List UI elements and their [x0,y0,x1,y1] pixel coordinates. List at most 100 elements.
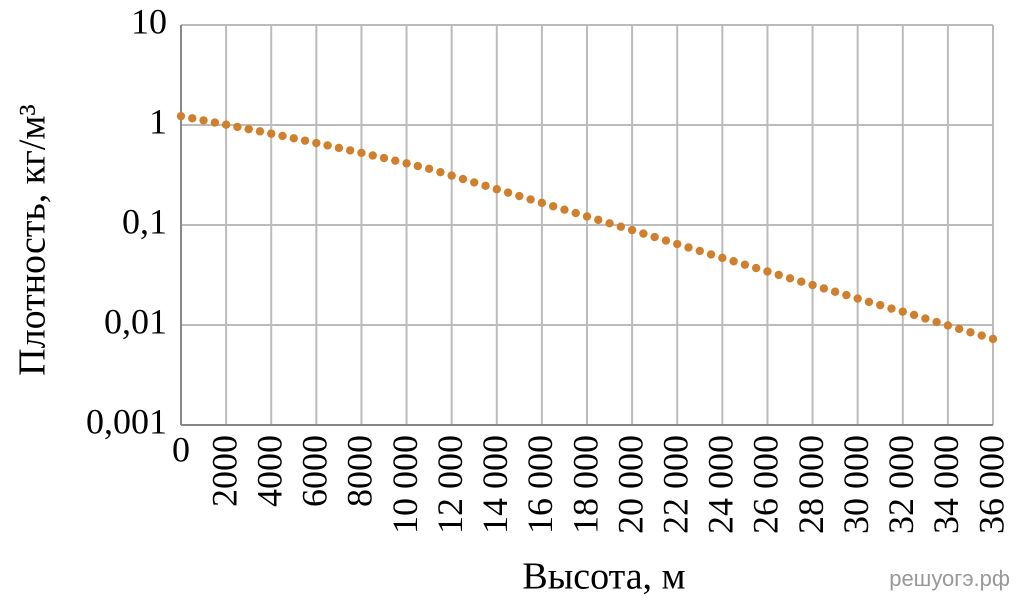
data-point [503,188,513,197]
x-tick-label: 32 000 [881,435,921,534]
x-tick-label: 10 000 [385,435,425,534]
data-point [582,212,592,221]
data-point [368,151,377,160]
data-point [909,310,919,320]
data-point [921,314,930,323]
data-point [639,229,648,238]
data-point [210,118,220,127]
data-point [233,122,242,132]
x-tick-label: 24 000 [701,435,741,534]
data-point [684,243,693,252]
data-point [188,114,197,123]
data-point [458,174,468,184]
data-point [988,334,998,344]
data-point [571,208,580,218]
data-point [334,143,344,153]
data-point [695,246,704,256]
data-point [819,284,829,293]
x-tick-label: 16 000 [520,435,560,534]
data-point [661,236,671,245]
data-point [379,153,389,163]
y-tick-label: 1 [149,101,167,141]
x-tick-label: 6000 [295,435,335,507]
data-point [515,191,524,201]
data-point [424,164,434,173]
data-point [402,159,411,168]
data-point [966,328,975,337]
data-point [323,141,332,150]
data-point [481,181,490,191]
data-point [650,232,659,242]
x-tick-label: 26 000 [746,435,786,534]
data-point [560,205,569,214]
x-tick-label: 4000 [249,435,289,507]
data-point [176,111,186,121]
data-point [244,124,253,134]
x-tick-label: 14 000 [475,435,515,534]
y-tick-label: 0,01 [104,301,167,341]
x-tick-label: 34 000 [926,435,966,534]
data-point [278,131,287,141]
x-tick-label: 28 000 [791,435,831,534]
data-point [864,297,874,307]
x-tick-label: 0 [172,429,190,469]
data-point [673,239,682,249]
data-point [470,178,479,187]
data-point [537,198,547,208]
data-point [627,225,637,235]
data-point [887,304,896,313]
data-point [751,263,761,273]
data-point [312,138,321,148]
data-point [740,260,750,269]
data-point [842,290,851,300]
data-point [785,274,795,283]
data-point [853,294,862,303]
watermark: решуогэ.рф [889,566,1010,591]
data-point [255,127,265,136]
data-point [300,136,310,145]
data-point [616,222,626,231]
x-tick-label: 12 000 [430,435,470,534]
x-tick-label: 2000 [204,435,244,507]
data-point [706,250,716,259]
x-tick-label: 18 000 [565,435,605,534]
x-tick-label: 8000 [340,435,380,507]
data-point [876,300,885,310]
data-point [718,253,727,263]
x-tick-label: 22 000 [655,435,695,534]
data-point [221,120,231,129]
data-point [345,146,355,155]
y-tick-label: 0,1 [122,201,167,241]
data-point [413,161,423,171]
data-point [898,307,907,316]
data-point [943,321,953,330]
data-point [605,219,614,228]
data-point [808,280,817,290]
data-point [774,270,783,280]
data-point [830,287,840,296]
data-point [594,215,603,225]
data-point [548,202,558,211]
y-tick-label: 10 [131,1,167,41]
x-tick-label: 20 000 [610,435,650,534]
data-point [492,185,501,194]
data-point [977,331,986,340]
data-point [526,195,535,204]
data-point [797,277,806,286]
data-point [763,267,772,276]
x-axis-title: Высота, м [522,556,685,598]
data-point [729,257,738,266]
data-point [436,167,445,177]
x-tick-label: 36 000 [971,435,1011,534]
data-point [357,148,366,158]
x-tick-label: 30 000 [836,435,876,534]
data-point [289,134,298,143]
data-point [391,156,400,165]
data-point [447,171,456,180]
data-point [267,129,276,138]
y-tick-label: 0,001 [86,401,167,441]
y-axis-title: Плотность, кг/м³ [12,104,54,376]
data-point [954,324,964,334]
data-point [932,317,941,327]
